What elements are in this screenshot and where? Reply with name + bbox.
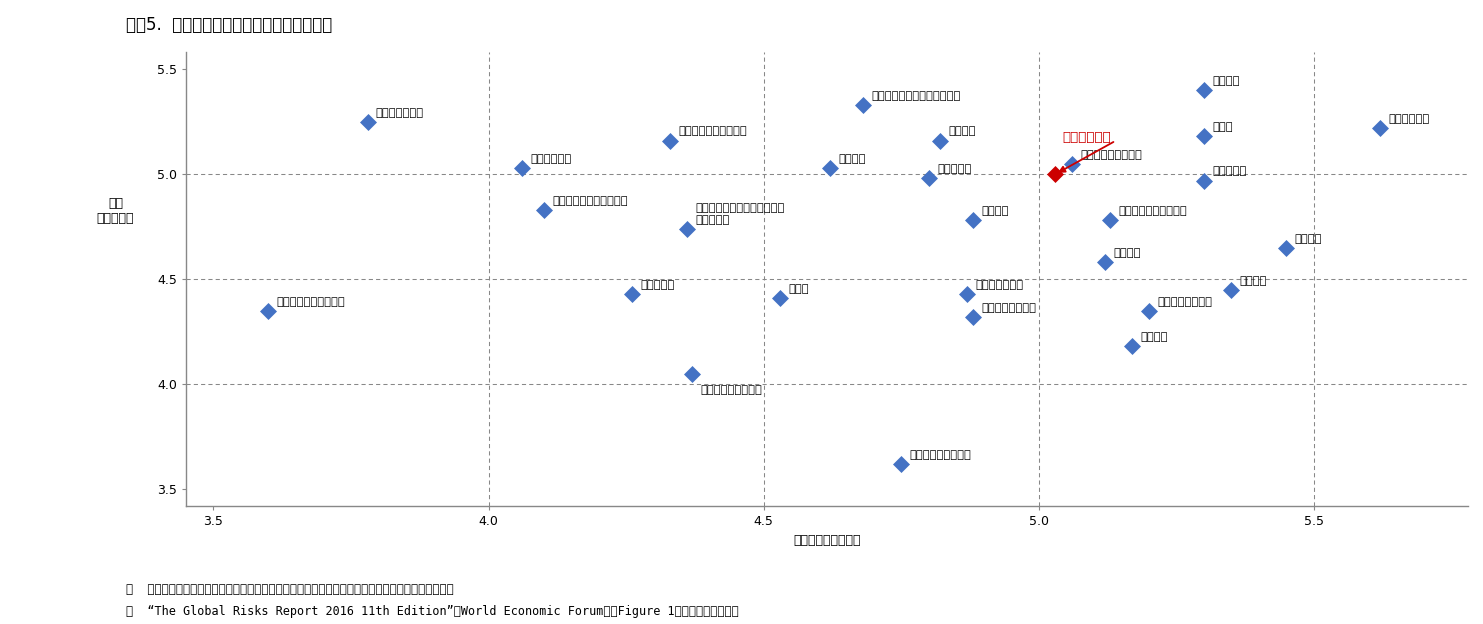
Point	[817, 163, 841, 173]
Text: 財政危機: 財政危機	[948, 127, 976, 137]
Text: 失業および不完全雇用: 失業および不完全雇用	[1118, 207, 1188, 217]
Text: 技術の悪用: 技術の悪用	[641, 280, 675, 290]
Text: 国家間紛争: 国家間紛争	[1212, 167, 1247, 177]
Text: 重要インフラの崩壊: 重要インフラの崩壊	[700, 385, 762, 395]
Point	[1219, 285, 1243, 295]
Text: 不正取引: 不正取引	[1140, 332, 1169, 342]
Text: 政情および社会不安: 政情および社会不安	[1080, 150, 1142, 160]
Text: 国家崩壊: 国家崩壊	[1114, 248, 1140, 258]
Text: 生物多様性損失・生態系崩壊: 生物多様性損失・生態系崩壊	[871, 90, 961, 100]
Point	[1192, 175, 1216, 185]
Text: 資産バブル: 資産バブル	[937, 164, 971, 174]
Point	[257, 306, 280, 316]
Text: 図表5.  リスクごとの発生確率と影響の分布: 図表5. リスクごとの発生確率と影響の分布	[126, 16, 332, 34]
Point	[620, 289, 644, 299]
Point	[532, 205, 556, 215]
Point	[928, 135, 952, 145]
Point	[890, 459, 914, 469]
Point	[1137, 306, 1161, 316]
Point	[1121, 341, 1145, 351]
X-axis label: 発生確率（スコア）: 発生確率（スコア）	[793, 534, 860, 547]
Point	[510, 163, 534, 173]
Point	[768, 293, 792, 303]
Text: サイバー攻撃: サイバー攻撃	[1062, 130, 1111, 144]
Text: 影響
（スコア）: 影響 （スコア）	[96, 197, 133, 225]
Point	[356, 117, 380, 127]
Point	[1099, 215, 1123, 225]
Text: 制御できないインフレ: 制御できないインフレ	[277, 296, 346, 306]
Point	[1192, 132, 1216, 142]
Text: 金融メカニズムの損失と金融
機関の破綻: 金融メカニズムの損失と金融 機関の破綻	[696, 203, 785, 225]
Point	[1044, 169, 1068, 179]
Point	[658, 135, 682, 145]
Text: 大規模な移民: 大規模な移民	[1388, 114, 1430, 124]
Point	[955, 289, 979, 299]
Text: 異常気象: 異常気象	[1295, 233, 1323, 243]
Point	[681, 369, 704, 379]
Text: テロ攻撃: テロ攻撃	[982, 207, 1008, 217]
Text: 人工的な環境災害: 人工的な環境災害	[982, 303, 1037, 313]
Point	[1192, 85, 1216, 95]
Text: 食糧危機: 食糧危機	[838, 154, 866, 163]
Point	[961, 312, 985, 322]
Text: デフレ: デフレ	[789, 284, 810, 294]
Point	[851, 100, 875, 110]
Text: 気候変動: 気候変動	[1212, 76, 1240, 86]
Point	[1093, 258, 1117, 268]
Text: 感染症の拡大: 感染症の拡大	[529, 154, 571, 163]
Text: ＊  発生率と影響は、担当者が評価したスコアであり、各リスク間の相対的な位置づけを示している: ＊ 発生率と影響は、担当者が評価したスコアであり、各リスク間の相対的な位置づけを…	[126, 583, 454, 597]
Point	[1369, 123, 1393, 133]
Text: 重要情報インフラの故障: 重要情報インフラの故障	[552, 196, 627, 206]
Point	[1274, 243, 1298, 253]
Point	[675, 224, 698, 234]
Text: 都市化の管理の失敗: 都市化の管理の失敗	[909, 450, 971, 460]
Text: 国家崩壊、危機: 国家崩壊、危機	[976, 280, 1023, 290]
Text: 自然災害: 自然災害	[1240, 276, 1268, 286]
Point	[1060, 158, 1084, 168]
Text: データ詐欺、盗難: データ詐欺、盗難	[1157, 296, 1212, 306]
Text: 水危機: 水危機	[1212, 122, 1232, 132]
Point	[961, 215, 985, 225]
Text: エネルギー価格の高騰: エネルギー価格の高騰	[679, 127, 747, 137]
Text: ※  “The Global Risks Report 2016 11th Edition”（World Economic Forum）のFigure 1をもと: ※ “The Global Risks Report 2016 11th Edi…	[126, 605, 739, 618]
Point	[916, 173, 940, 183]
Text: 破壊兵器の拡散: 破壊兵器の拡散	[375, 107, 424, 117]
